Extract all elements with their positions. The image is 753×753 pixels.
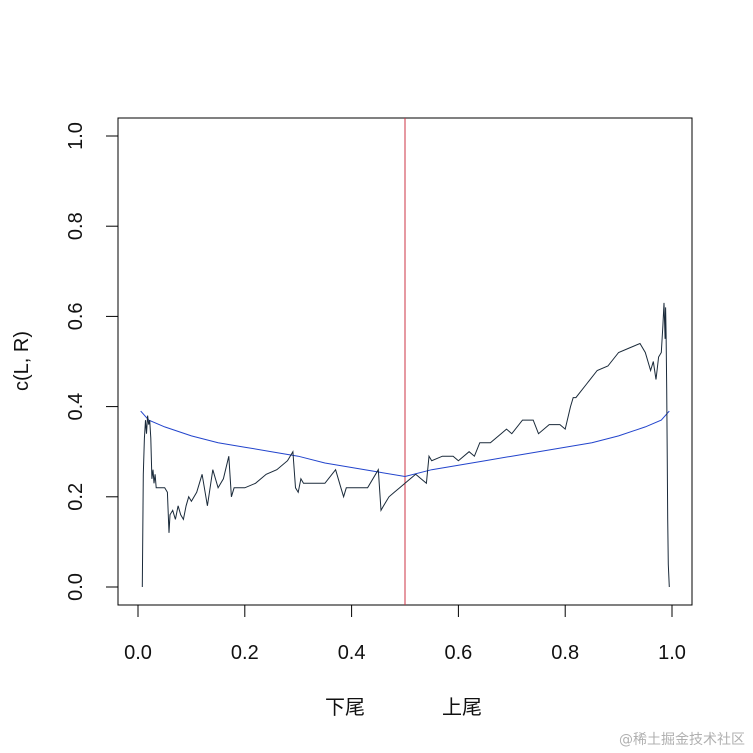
y-tick-label: 0.6: [65, 302, 87, 330]
x-label-lower-tail: 下尾: [325, 695, 365, 719]
series-layer: [140, 118, 670, 605]
x-axis: 0.0 0.2 0.4 0.6 0.8 1.0: [124, 604, 686, 664]
y-axis-label: c(L, R): [11, 331, 33, 391]
x-label-upper-tail: 上尾: [442, 695, 482, 719]
series-line-empirical: [141, 302, 670, 588]
series-line-fitted: [140, 410, 670, 478]
y-tick-label: 1.0: [65, 122, 87, 150]
x-tick-label: 1.0: [658, 642, 686, 664]
x-tick-label: 0.8: [551, 642, 579, 664]
x-tick-label: 0.4: [338, 642, 366, 664]
y-tick-label: 0.0: [65, 573, 87, 601]
watermark: @稀土掘金技术社区: [619, 732, 745, 748]
y-tick-label: 0.8: [65, 212, 87, 240]
x-tick-label: 0.2: [231, 642, 259, 664]
x-tick-label: 0.6: [444, 642, 472, 664]
y-axis: 0.0 0.2 0.4 0.6 0.8 1.0: [65, 122, 119, 601]
y-tick-label: 0.2: [65, 483, 87, 511]
x-tick-label: 0.0: [124, 642, 152, 664]
y-tick-label: 0.4: [65, 393, 87, 421]
